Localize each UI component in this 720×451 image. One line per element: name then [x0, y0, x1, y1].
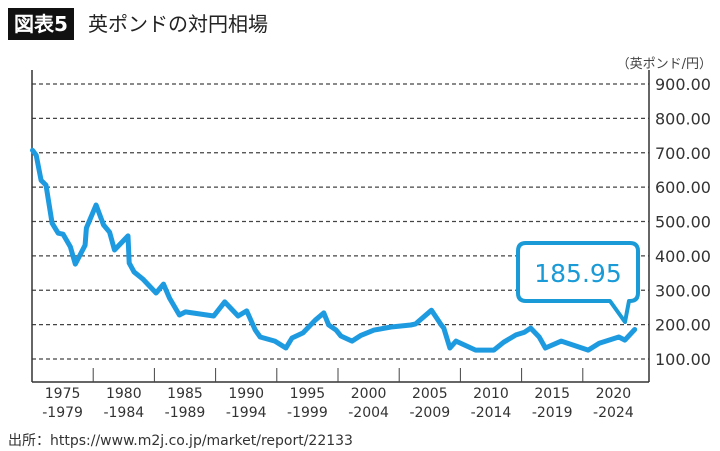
x-tick-label: -2004 [348, 405, 389, 421]
x-tick-label: -1994 [226, 405, 267, 421]
x-tick-label: 2010 [473, 386, 509, 402]
y-tick-label: 500.00 [655, 213, 711, 232]
x-tick-label: 1995 [290, 386, 326, 402]
x-tick-label: -2024 [593, 405, 634, 421]
x-tick-label: -1989 [165, 405, 206, 421]
x-tick-label: -2014 [471, 405, 512, 421]
y-tick-label: 800.00 [655, 109, 711, 128]
x-tick-label: -1999 [287, 405, 328, 421]
unit-label: （英ポンド/円） [617, 57, 712, 72]
y-tick-label: 900.00 [655, 75, 711, 94]
x-tick-label: 2000 [351, 386, 387, 402]
x-tick-label: -2019 [532, 405, 573, 421]
x-tick-label: 1975 [45, 386, 81, 402]
y-tick-label: 700.00 [655, 144, 711, 163]
x-tick-label: 2020 [596, 386, 632, 402]
x-tick-label: 1980 [106, 386, 142, 402]
value-callout-text: 185.95 [534, 259, 621, 288]
x-tick-label: 1990 [228, 386, 264, 402]
value-callout-box [516, 241, 640, 324]
x-tick-label: -1984 [103, 405, 144, 421]
x-tick-label: 2005 [412, 386, 448, 402]
figure-number-badge: 図表5 [8, 8, 74, 40]
x-tick-label: 1985 [167, 386, 203, 402]
y-tick-label: 300.00 [655, 281, 711, 300]
y-tick-label: 400.00 [655, 247, 711, 266]
x-tick-label: -2009 [409, 405, 450, 421]
y-tick-label: 600.00 [655, 178, 711, 197]
series-line-gbp-jpy [30, 147, 638, 353]
x-tick-label: 2015 [534, 386, 570, 402]
y-tick-label: 100.00 [655, 350, 711, 369]
source-note: 出所：https://www.m2j.co.jp/market/report/2… [8, 433, 353, 449]
x-tick-label: -1979 [42, 405, 83, 421]
y-tick-label: 200.00 [655, 316, 711, 335]
chart-title: 英ポンドの対円相場 [88, 12, 268, 36]
